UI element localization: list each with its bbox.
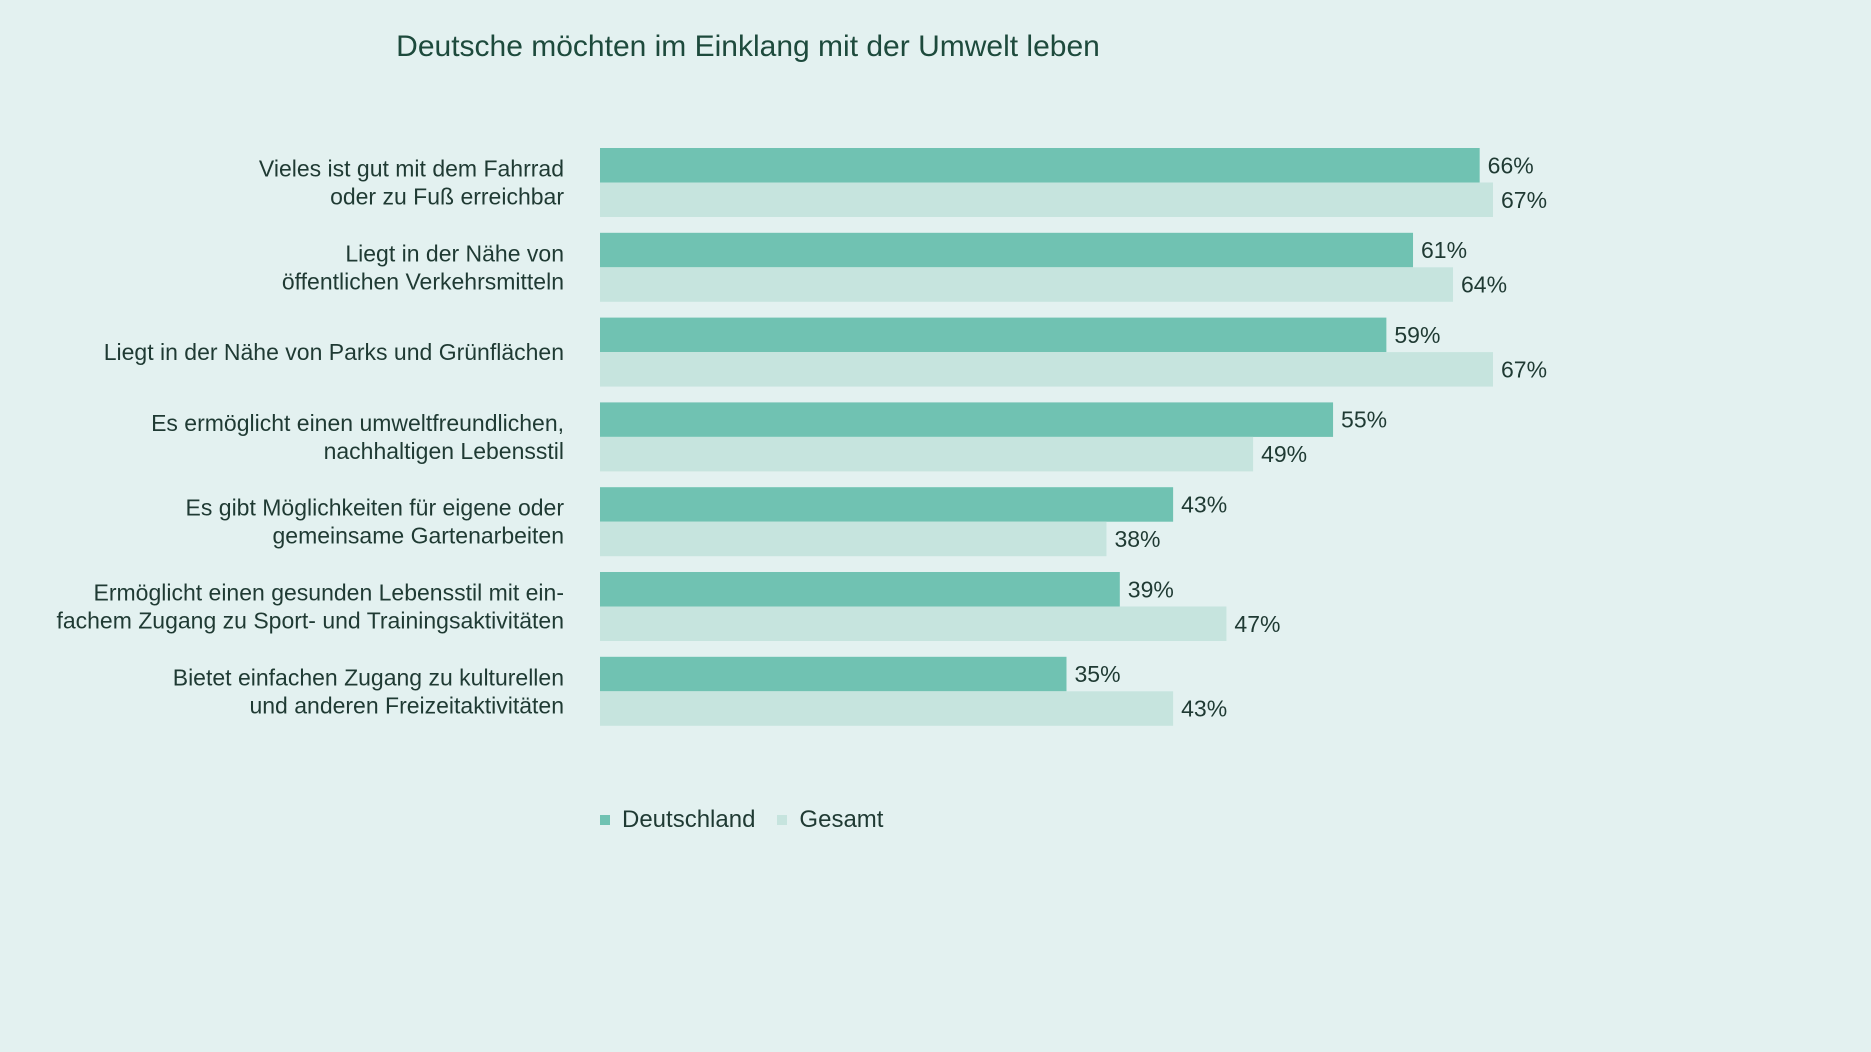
category-label-7-line-2: und anderen Freizeitaktivitäten	[249, 692, 564, 718]
bar-deutschland-2	[600, 232, 1414, 268]
value-label-gesamt-4: 49%	[1261, 441, 1307, 467]
bar-deutschland-7	[600, 656, 1067, 692]
category-label-6-line-1: Ermöglicht einen gesunden Lebensstil mit…	[94, 580, 565, 606]
category-label-6-line-2: fachem Zugang zu Sport- und Trainingsakt…	[56, 608, 564, 634]
bar-deutschland-4	[600, 402, 1334, 437]
legend-swatch-deutschland	[600, 815, 610, 825]
value-label-deutschland-1: 66%	[1488, 152, 1534, 178]
bar-deutschland-6	[600, 572, 1120, 607]
legend-item-deutschland: Deutschland	[600, 806, 755, 834]
category-label-4-line-2: nachhaltigen Lebensstil	[324, 438, 564, 464]
bar-gesamt-2	[600, 267, 1454, 302]
legend-label-gesamt: Gesamt	[799, 806, 884, 833]
category-label-1-line-2: oder zu Fuß erreichbar	[330, 184, 564, 210]
value-label-gesamt-1: 67%	[1501, 187, 1547, 213]
bar-chart: 66% 67% Vieles ist gut mit dem Fahrradoder…	[56, 148, 1547, 726]
value-label-gesamt-6: 47%	[1234, 611, 1280, 637]
value-label-deutschland-3: 59%	[1394, 322, 1440, 348]
category-label-3-line-1: Liegt in der Nähe von Parks und Grünfläc…	[104, 339, 564, 365]
bar-gesamt-6	[600, 606, 1227, 641]
chart-page: Deutsche möchten im Einklang mit der Umw…	[56, 30, 1547, 834]
bar-gesamt-7	[600, 691, 1174, 726]
category-label-2-line-1: Liegt in der Nähe von	[345, 240, 564, 266]
bar-gesamt-5	[600, 521, 1107, 557]
category-label-7-line-1: Bietet einfachen Zugang zu kulturellen	[173, 664, 564, 690]
category-label-1-line-1: Vieles ist gut mit dem Fahrrad	[259, 156, 564, 182]
value-label-gesamt-2: 64%	[1461, 272, 1507, 298]
category-label-5-line-1: Es gibt Möglichkeiten für eigene oder	[186, 495, 565, 521]
legend-swatch-gesamt	[777, 815, 788, 825]
bar-deutschland-3	[600, 317, 1387, 353]
bar-deutschland-5	[600, 487, 1174, 522]
category-label-4-line-1: Es ermöglicht einen umweltfreundlichen,	[151, 410, 564, 436]
category-label-5-line-2: gemeinsame Gartenarbeiten	[273, 523, 565, 549]
bar-gesamt-4	[600, 436, 1254, 472]
category-label-2-line-2: öffentlichen Verkehrsmitteln	[282, 268, 564, 294]
value-label-gesamt-7: 43%	[1181, 696, 1227, 722]
value-label-deutschland-6: 39%	[1128, 576, 1174, 602]
value-label-deutschland-7: 35%	[1074, 661, 1120, 687]
legend-label-deutschland: Deutschland	[622, 806, 756, 833]
value-label-deutschland-5: 43%	[1181, 491, 1227, 517]
value-label-gesamt-3: 67%	[1501, 356, 1547, 382]
bar-gesamt-1	[600, 182, 1493, 217]
legend-item-gesamt: Gesamt	[777, 806, 883, 834]
value-label-gesamt-5: 38%	[1114, 526, 1160, 552]
chart-title: Deutsche möchten im Einklang mit der Umw…	[396, 30, 1100, 63]
legend: Deutschland Gesamt	[600, 806, 883, 834]
bar-gesamt-3	[600, 352, 1493, 387]
bar-deutschland-1	[600, 148, 1480, 183]
value-label-deutschland-4: 55%	[1341, 407, 1387, 433]
value-label-deutschland-2: 61%	[1421, 237, 1467, 263]
